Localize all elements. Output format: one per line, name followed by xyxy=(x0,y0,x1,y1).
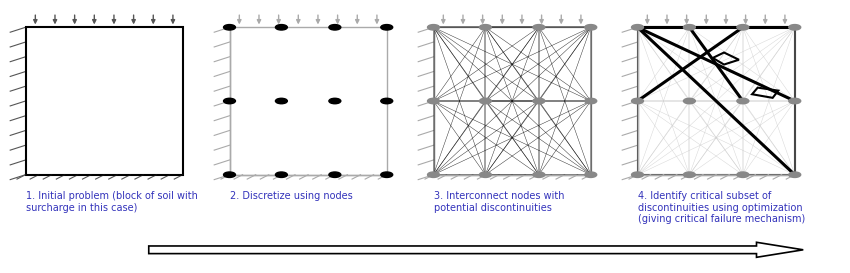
Ellipse shape xyxy=(683,172,695,177)
Ellipse shape xyxy=(381,25,393,30)
Text: 2. Discretize using nodes: 2. Discretize using nodes xyxy=(230,191,352,201)
Ellipse shape xyxy=(479,172,491,177)
Ellipse shape xyxy=(275,25,287,30)
Ellipse shape xyxy=(479,25,491,30)
Bar xyxy=(230,27,387,175)
Ellipse shape xyxy=(329,98,341,104)
Ellipse shape xyxy=(381,172,393,177)
Ellipse shape xyxy=(585,25,597,30)
Ellipse shape xyxy=(789,25,801,30)
Ellipse shape xyxy=(737,25,749,30)
Ellipse shape xyxy=(632,98,643,104)
Ellipse shape xyxy=(585,172,597,177)
Ellipse shape xyxy=(224,172,235,177)
Ellipse shape xyxy=(632,25,643,30)
Ellipse shape xyxy=(381,98,393,104)
Ellipse shape xyxy=(428,172,439,177)
Ellipse shape xyxy=(275,172,287,177)
Ellipse shape xyxy=(789,172,801,177)
Ellipse shape xyxy=(428,25,439,30)
Ellipse shape xyxy=(329,172,341,177)
Ellipse shape xyxy=(683,25,695,30)
Ellipse shape xyxy=(224,98,235,104)
Ellipse shape xyxy=(275,98,287,104)
Ellipse shape xyxy=(533,98,545,104)
Ellipse shape xyxy=(737,98,749,104)
Text: 3. Interconnect nodes with
potential discontinuities: 3. Interconnect nodes with potential dis… xyxy=(434,191,564,213)
Bar xyxy=(26,27,183,175)
Ellipse shape xyxy=(428,98,439,104)
Ellipse shape xyxy=(737,172,749,177)
Ellipse shape xyxy=(224,25,235,30)
Text: 1. Initial problem (block of soil with
surcharge in this case): 1. Initial problem (block of soil with s… xyxy=(26,191,197,213)
Ellipse shape xyxy=(533,172,545,177)
Text: 4. Identify critical subset of
discontinuities using optimization
(giving critic: 4. Identify critical subset of discontin… xyxy=(638,191,805,224)
Ellipse shape xyxy=(329,25,341,30)
Ellipse shape xyxy=(632,172,643,177)
FancyArrow shape xyxy=(149,242,803,257)
Ellipse shape xyxy=(585,98,597,104)
Ellipse shape xyxy=(479,98,491,104)
Bar xyxy=(638,27,795,175)
Ellipse shape xyxy=(683,98,695,104)
Ellipse shape xyxy=(533,25,545,30)
Bar xyxy=(434,27,591,175)
Ellipse shape xyxy=(789,98,801,104)
